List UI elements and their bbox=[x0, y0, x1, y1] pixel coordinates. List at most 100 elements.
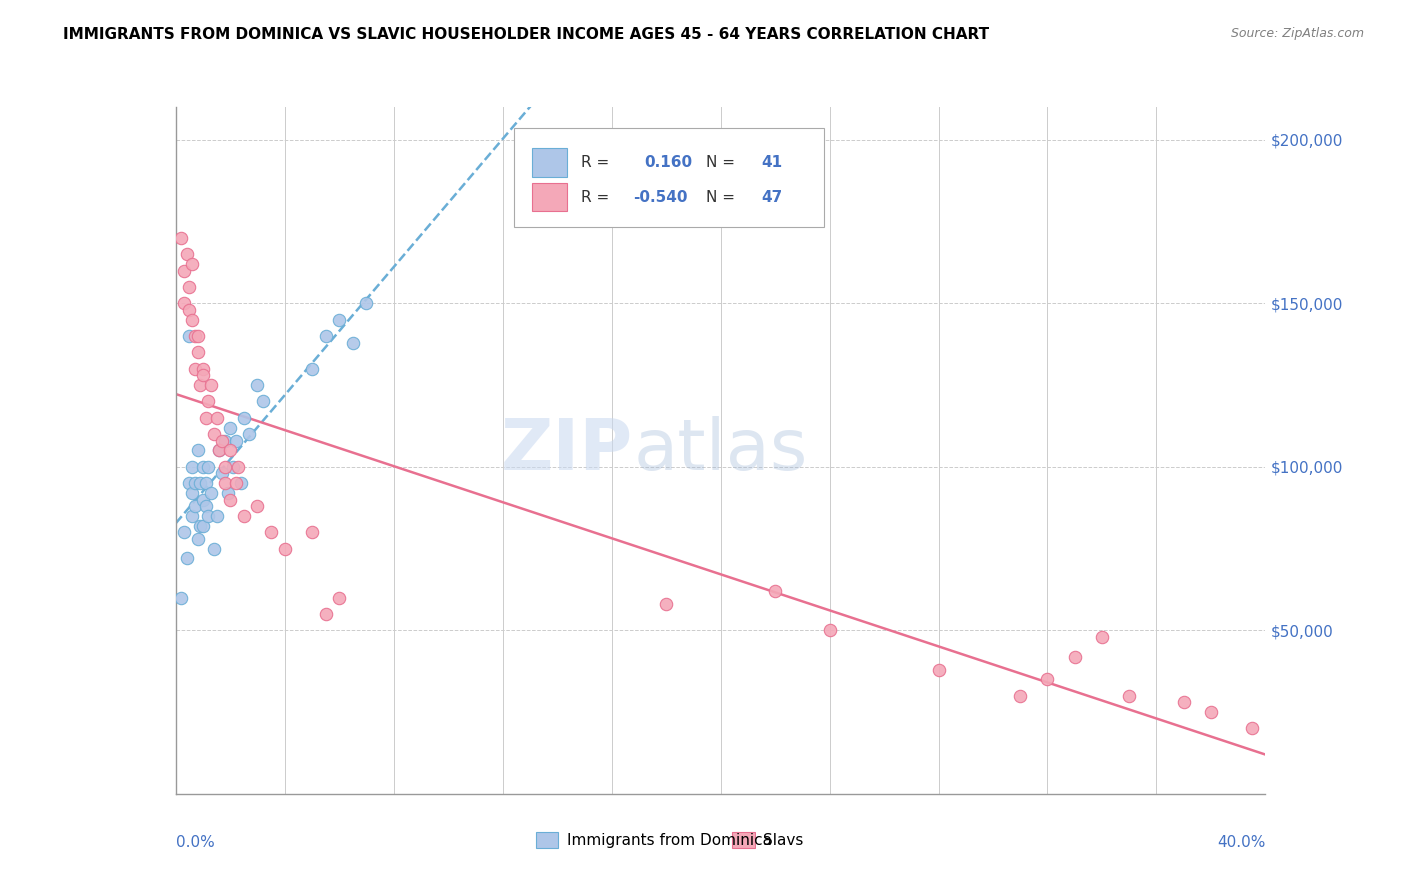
Point bbox=[655, 597, 678, 611]
Point bbox=[1118, 689, 1140, 703]
Text: 47: 47 bbox=[761, 189, 782, 204]
Point bbox=[208, 443, 231, 458]
Point bbox=[176, 247, 198, 261]
Point bbox=[238, 427, 260, 442]
Point bbox=[222, 459, 245, 474]
Point bbox=[197, 394, 219, 409]
Point bbox=[315, 329, 337, 343]
Point bbox=[231, 476, 253, 491]
Point bbox=[191, 361, 214, 376]
Point bbox=[181, 459, 204, 474]
Point bbox=[232, 410, 254, 425]
Point bbox=[246, 378, 269, 392]
Point bbox=[186, 345, 209, 359]
Point bbox=[188, 518, 211, 533]
Text: Slavs: Slavs bbox=[763, 833, 804, 847]
Point bbox=[179, 329, 201, 343]
Point bbox=[1063, 649, 1085, 664]
Point bbox=[184, 329, 207, 343]
Text: 0.0%: 0.0% bbox=[176, 835, 215, 850]
Text: Immigrants from Dominica: Immigrants from Dominica bbox=[567, 833, 772, 847]
FancyBboxPatch shape bbox=[531, 148, 567, 178]
Point bbox=[179, 476, 201, 491]
Point bbox=[763, 584, 786, 599]
Point bbox=[818, 624, 841, 638]
Text: 41: 41 bbox=[761, 155, 782, 170]
Point bbox=[173, 296, 195, 310]
Text: -0.540: -0.540 bbox=[633, 189, 688, 204]
Point bbox=[1199, 705, 1222, 719]
Text: R =: R = bbox=[581, 155, 609, 170]
Point bbox=[191, 492, 214, 507]
Point bbox=[188, 476, 211, 491]
Point bbox=[181, 486, 204, 500]
Point bbox=[197, 508, 219, 523]
Text: N =: N = bbox=[706, 189, 735, 204]
Point bbox=[217, 486, 239, 500]
Point bbox=[191, 368, 214, 383]
Text: atlas: atlas bbox=[633, 416, 808, 485]
FancyBboxPatch shape bbox=[531, 183, 567, 211]
Point bbox=[186, 329, 209, 343]
Point bbox=[186, 443, 209, 458]
Point bbox=[228, 459, 250, 474]
Point bbox=[219, 420, 242, 434]
Point bbox=[342, 335, 364, 350]
Point bbox=[260, 525, 283, 540]
Text: 0.160: 0.160 bbox=[644, 155, 692, 170]
Text: 40.0%: 40.0% bbox=[1218, 835, 1265, 850]
Point bbox=[191, 459, 214, 474]
Point bbox=[179, 280, 201, 294]
Point bbox=[200, 378, 222, 392]
Point bbox=[1010, 689, 1032, 703]
Text: R =: R = bbox=[581, 189, 609, 204]
Point bbox=[214, 459, 236, 474]
Point bbox=[194, 476, 217, 491]
Point bbox=[211, 434, 233, 448]
Point bbox=[184, 361, 207, 376]
Point bbox=[356, 296, 378, 310]
Point bbox=[184, 499, 207, 513]
Point bbox=[1036, 673, 1059, 687]
FancyBboxPatch shape bbox=[733, 832, 755, 848]
Point bbox=[1091, 630, 1114, 644]
Point bbox=[181, 312, 204, 326]
FancyBboxPatch shape bbox=[536, 832, 558, 848]
Text: IMMIGRANTS FROM DOMINICA VS SLAVIC HOUSEHOLDER INCOME AGES 45 - 64 YEARS CORRELA: IMMIGRANTS FROM DOMINICA VS SLAVIC HOUSE… bbox=[63, 27, 990, 42]
Point bbox=[194, 499, 217, 513]
Point bbox=[211, 467, 233, 481]
Text: N =: N = bbox=[706, 155, 735, 170]
Text: ZIP: ZIP bbox=[501, 416, 633, 485]
Point bbox=[197, 459, 219, 474]
Text: Source: ZipAtlas.com: Source: ZipAtlas.com bbox=[1230, 27, 1364, 40]
Point bbox=[184, 476, 207, 491]
Point bbox=[232, 508, 254, 523]
Point bbox=[328, 591, 350, 605]
Point bbox=[1173, 695, 1195, 709]
Point bbox=[274, 541, 297, 556]
Point bbox=[170, 231, 193, 245]
Point bbox=[219, 492, 242, 507]
Point bbox=[202, 427, 225, 442]
Point bbox=[246, 499, 269, 513]
Point bbox=[301, 525, 323, 540]
Point bbox=[208, 443, 231, 458]
Point bbox=[205, 410, 228, 425]
Point bbox=[202, 541, 225, 556]
Point bbox=[191, 518, 214, 533]
Point bbox=[181, 257, 204, 271]
Point bbox=[214, 476, 236, 491]
Point bbox=[173, 525, 195, 540]
Point bbox=[188, 378, 211, 392]
Point bbox=[173, 263, 195, 277]
Point bbox=[328, 312, 350, 326]
FancyBboxPatch shape bbox=[513, 128, 824, 227]
Point bbox=[1240, 722, 1263, 736]
Point bbox=[176, 551, 198, 566]
Point bbox=[315, 607, 337, 621]
Point bbox=[205, 508, 228, 523]
Point bbox=[179, 302, 201, 317]
Point bbox=[186, 532, 209, 546]
Point bbox=[301, 361, 323, 376]
Point bbox=[214, 434, 236, 448]
